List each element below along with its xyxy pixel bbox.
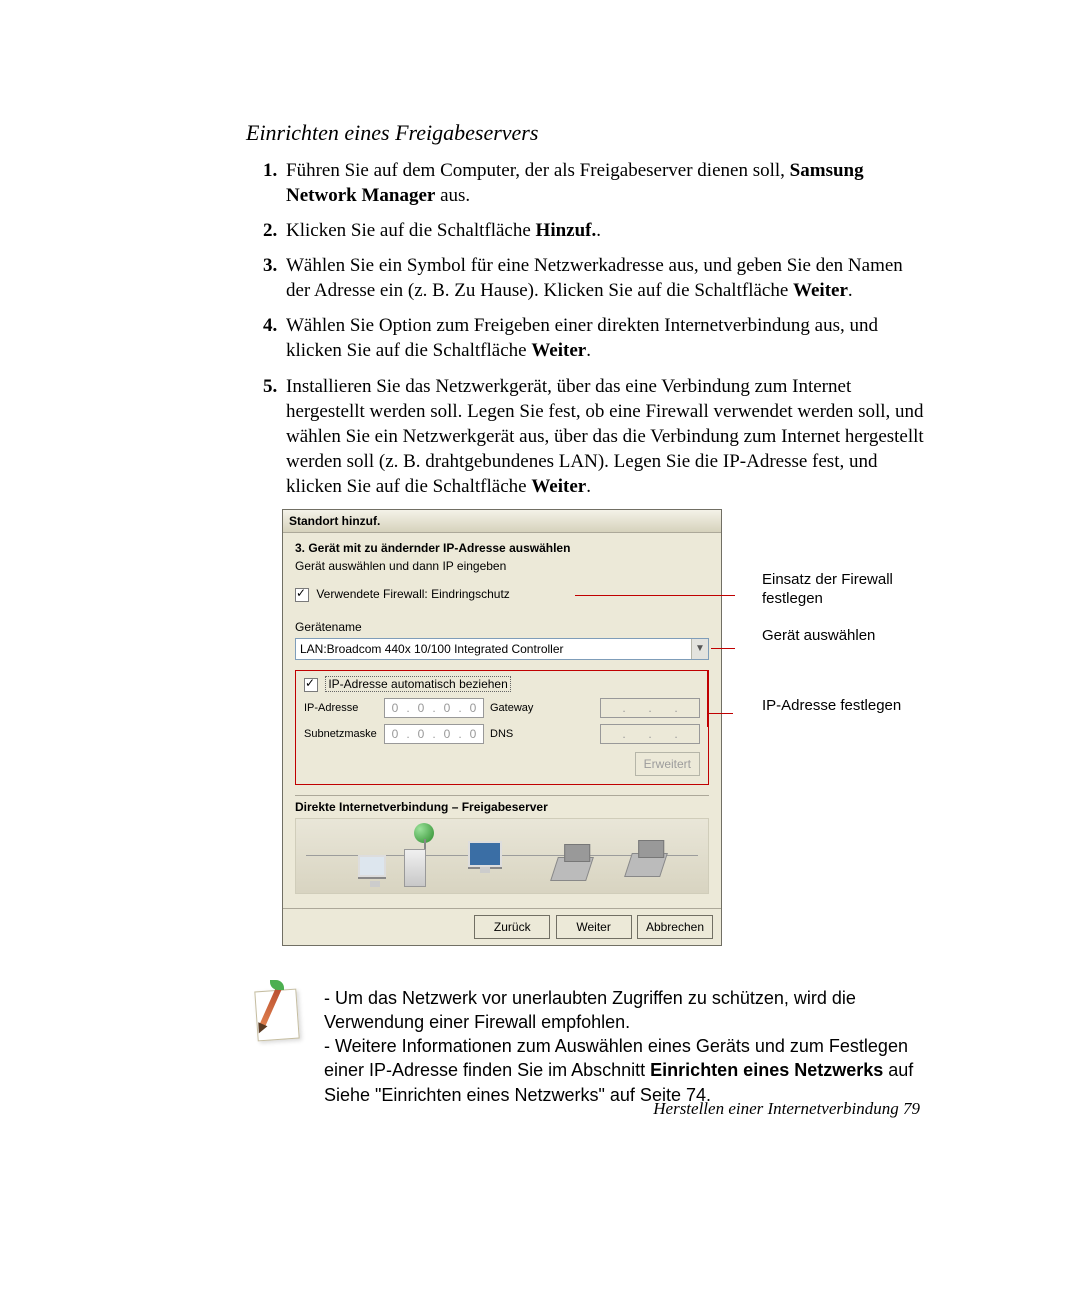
device-select[interactable]: LAN:Broadcom 440x 10/100 Integrated Cont… (295, 638, 709, 660)
dns-label: DNS (490, 728, 513, 740)
dns-field[interactable]: ... (600, 724, 700, 744)
note-block: - Um das Netzwerk vor unerlaubten Zugrif… (250, 986, 930, 1107)
device-name-label: Gerätename (295, 620, 709, 634)
note-line-2: - Weitere Informationen zum Auswählen ei… (324, 1034, 930, 1107)
firewall-label: Verwendete Firewall: Eindringschutz (316, 587, 509, 601)
callout-ip: IP-Adresse festlegen (762, 697, 932, 716)
ip-area: IP-Adresse automatisch beziehen IP-Adres… (295, 670, 709, 785)
monitor-icon (358, 855, 386, 877)
advanced-button[interactable]: Erweitert (635, 752, 700, 776)
next-button[interactable]: Weiter (556, 915, 632, 939)
ip-label: IP-Adresse (304, 702, 378, 714)
back-button[interactable]: Zurück (474, 915, 550, 939)
auto-ip-checkbox[interactable] (304, 678, 318, 692)
steps-list: Führen Sie auf dem Computer, der als Fre… (240, 158, 930, 499)
screenshot-wrapper: Standort hinzuf. 3. Gerät mit zu ändernd… (282, 509, 922, 946)
note-icon (250, 986, 304, 1107)
firewall-checkbox[interactable] (295, 588, 309, 602)
section-title: Einrichten eines Freigabeservers (246, 120, 930, 146)
subnet-label: Subnetzmaske (304, 728, 378, 740)
gateway-field[interactable]: ... (600, 698, 700, 718)
page-footer: Herstellen einer Internetverbindung 79 (653, 1099, 920, 1119)
gateway-label: Gateway (490, 702, 533, 714)
dialog-footer: Zurück Weiter Abbrechen (283, 908, 721, 945)
step-3: Wählen Sie ein Symbol für eine Netzwerka… (282, 253, 930, 303)
device-select-value: LAN:Broadcom 440x 10/100 Integrated Cont… (300, 642, 564, 656)
dialog-window: Standort hinzuf. 3. Gerät mit zu ändernd… (282, 509, 722, 946)
dialog-titlebar: Standort hinzuf. (283, 510, 721, 533)
wizard-step-heading: 3. Gerät mit zu ändernder IP-Adresse aus… (295, 541, 709, 555)
step-5: Installieren Sie das Netzwerkgerät, über… (282, 374, 930, 499)
laptop-icon (550, 857, 594, 881)
auto-ip-label: IP-Adresse automatisch beziehen (325, 676, 510, 692)
ip-address-field[interactable]: 0. 0. 0. 0 (384, 698, 484, 718)
subnet-field[interactable]: 0. 0. 0. 0 (384, 724, 484, 744)
callout-firewall: Einsatz der Firewall festlegen (762, 571, 932, 609)
note-line-1: - Um das Netzwerk vor unerlaubten Zugrif… (324, 986, 930, 1035)
cancel-button[interactable]: Abbrechen (637, 915, 713, 939)
manual-page: Einrichten eines Freigabeservers Führen … (0, 0, 1080, 1309)
wizard-step-sub: Gerät auswählen und dann IP eingeben (295, 559, 709, 573)
step-2: Klicken Sie auf die Schaltfläche Hinzuf.… (282, 218, 930, 243)
callout-device: Gerät auswählen (762, 627, 932, 646)
tower-icon (404, 849, 426, 887)
network-diagram (295, 818, 709, 894)
laptop-icon (624, 853, 668, 877)
chevron-down-icon: ▼ (691, 639, 708, 659)
monitor-icon (468, 841, 502, 867)
step-4: Wählen Sie Option zum Freigeben einer di… (282, 313, 930, 363)
step-1: Führen Sie auf dem Computer, der als Fre… (282, 158, 930, 208)
diagram-title: Direkte Internetverbindung – Freigabeser… (295, 795, 709, 818)
